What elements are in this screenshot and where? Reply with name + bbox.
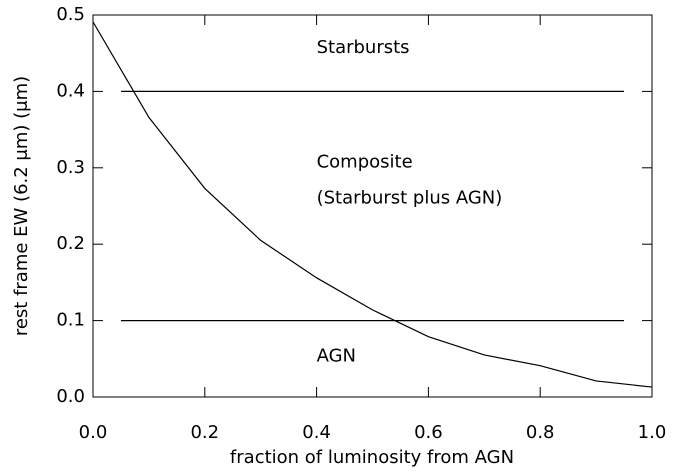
- annotation: Starbursts: [317, 37, 410, 58]
- x-tick-label: 0.8: [526, 422, 555, 443]
- annotation: AGN: [317, 346, 356, 367]
- y-axis-label: rest frame EW (6.2 μm) (μm): [11, 76, 32, 336]
- y-tick-label: 0.5: [56, 4, 85, 25]
- y-tick-label: 0.1: [56, 310, 85, 331]
- y-tick-label: 0.4: [56, 80, 85, 101]
- x-tick-label: 0.0: [79, 422, 108, 443]
- x-tick-label: 1.0: [638, 422, 667, 443]
- x-tick-label: 0.4: [302, 422, 331, 443]
- annotation: Composite: [317, 151, 413, 172]
- data-line: [92, 21, 653, 388]
- y-tick-label: 0.3: [56, 157, 85, 178]
- x-tick-label: 0.2: [190, 422, 219, 443]
- annotation: (Starburst plus AGN): [317, 187, 503, 208]
- y-tick-label: 0.2: [56, 233, 85, 254]
- x-tick-label: 0.6: [414, 422, 443, 443]
- plot-frame: [92, 14, 653, 398]
- x-axis-label: fraction of luminosity from AGN: [230, 447, 514, 468]
- y-tick-label: 0.0: [56, 386, 85, 407]
